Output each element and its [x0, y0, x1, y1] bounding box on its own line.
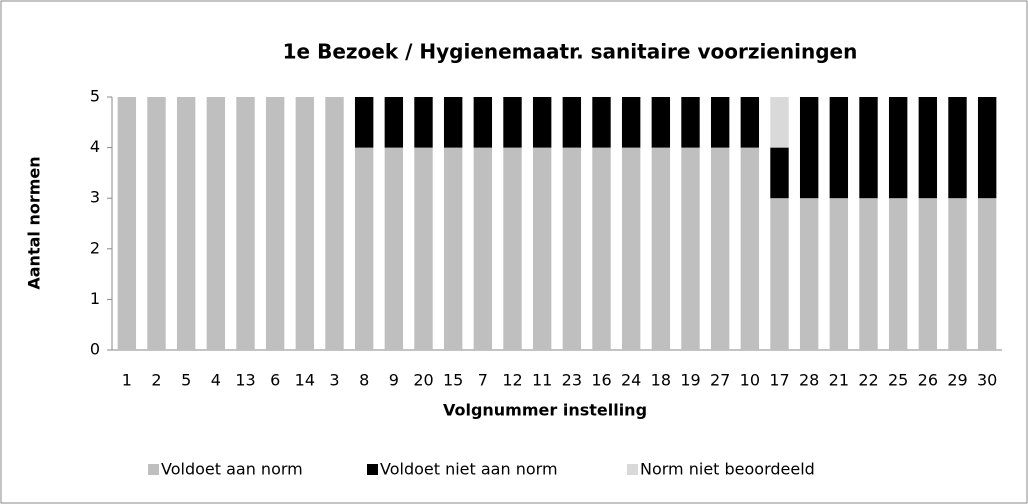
- bar-segment: [918, 198, 938, 350]
- bar-segment: [888, 198, 908, 350]
- bar-segment: [829, 198, 849, 350]
- bar-segment: [651, 97, 671, 148]
- x-tick-label: 5: [181, 371, 191, 390]
- x-tick-label: 11: [532, 371, 552, 390]
- y-tick-label: 0: [90, 340, 100, 359]
- bar-segment: [621, 147, 641, 350]
- bar-segment: [265, 97, 285, 350]
- legend-label: Norm niet beoordeeld: [640, 460, 815, 479]
- bar-segment: [503, 97, 522, 148]
- bar-segment: [532, 97, 552, 148]
- bar-segment: [592, 147, 611, 350]
- bar-segment: [562, 97, 582, 148]
- bar-segment: [532, 147, 552, 350]
- y-tick-label: 1: [90, 289, 100, 308]
- y-tick-label: 3: [90, 188, 100, 207]
- x-tick-label: 27: [710, 371, 730, 390]
- x-tick-label: 12: [502, 371, 522, 390]
- bar-segment: [710, 97, 730, 148]
- bar-segment: [295, 97, 315, 350]
- x-tick-label: 4: [211, 371, 221, 390]
- x-tick-label: 23: [562, 371, 582, 390]
- bar-segment: [859, 198, 878, 350]
- bar-segment: [681, 97, 700, 148]
- bar-segment: [710, 147, 730, 350]
- bar-segment: [117, 97, 137, 350]
- bar-segment: [799, 97, 819, 199]
- bar-segment: [740, 97, 760, 148]
- x-tick-label: 25: [888, 371, 908, 390]
- bar-segment: [829, 97, 849, 199]
- x-tick-label: 7: [478, 371, 488, 390]
- bar-segment: [948, 97, 967, 199]
- bar-segment: [384, 147, 404, 350]
- bar-segment: [770, 147, 789, 199]
- bar-segment: [592, 97, 611, 148]
- legend-label: Voldoet niet aan norm: [380, 460, 558, 479]
- x-tick-label: 29: [947, 371, 967, 390]
- bar-segment: [414, 147, 433, 350]
- bar-segment: [414, 97, 433, 148]
- bar-segment: [770, 97, 789, 148]
- bar-segment: [948, 198, 967, 350]
- bar-segment: [354, 97, 374, 148]
- x-tick-label: 17: [769, 371, 789, 390]
- bar-segment: [651, 147, 671, 350]
- y-axis-title: Aantal normen: [25, 156, 44, 289]
- x-axis-title: Volgnummer instelling: [443, 401, 647, 420]
- bar-segment: [206, 97, 226, 350]
- bar-segment: [176, 97, 196, 350]
- legend-swatch: [627, 464, 638, 475]
- bar-segment: [325, 97, 344, 350]
- bar-segment: [236, 97, 255, 350]
- bar-segment: [681, 147, 700, 350]
- bar-segment: [443, 147, 463, 350]
- bar-segment: [443, 97, 463, 148]
- bar-segment: [918, 97, 938, 199]
- chart-title: 1e Bezoek / Hygienemaatr. sanitaire voor…: [283, 40, 858, 64]
- bar-segment: [977, 198, 997, 350]
- x-tick-label: 6: [270, 371, 280, 390]
- bar-segment: [354, 147, 374, 350]
- y-tick-label: 5: [90, 87, 100, 106]
- x-tick-label: 10: [740, 371, 760, 390]
- x-tick-label: 3: [329, 371, 339, 390]
- y-tick-label: 4: [90, 137, 100, 156]
- bar-segment: [473, 147, 493, 350]
- legend-swatch: [367, 464, 378, 475]
- bar-segment: [888, 97, 908, 199]
- x-tick-label: 28: [799, 371, 819, 390]
- x-tick-label: 30: [977, 371, 997, 390]
- bar-segment: [384, 97, 404, 148]
- x-tick-label: 24: [621, 371, 641, 390]
- x-tick-label: 21: [829, 371, 849, 390]
- x-tick-label: 26: [918, 371, 938, 390]
- x-tick-label: 18: [651, 371, 671, 390]
- y-tick-label: 2: [90, 238, 100, 257]
- x-tick-label: 22: [858, 371, 878, 390]
- bar-segment: [799, 198, 819, 350]
- x-tick-label: 19: [680, 371, 700, 390]
- x-tick-label: 13: [235, 371, 255, 390]
- bar-segment: [147, 97, 166, 350]
- bar-segment: [977, 97, 997, 199]
- x-tick-label: 16: [591, 371, 611, 390]
- x-tick-label: 20: [413, 371, 433, 390]
- bar-segment: [859, 97, 878, 199]
- x-tick-label: 15: [443, 371, 463, 390]
- bar-segment: [562, 147, 582, 350]
- x-tick-label: 9: [389, 371, 399, 390]
- bar-segment: [473, 97, 493, 148]
- bar-segment: [740, 147, 760, 350]
- legend-swatch: [148, 464, 159, 475]
- legend-label: Voldoet aan norm: [161, 460, 303, 479]
- bar-segment: [770, 198, 789, 350]
- x-tick-label: 14: [295, 371, 315, 390]
- x-tick-label: 2: [151, 371, 161, 390]
- x-tick-label: 8: [359, 371, 369, 390]
- x-tick-label: 1: [122, 371, 132, 390]
- bar-segment: [621, 97, 641, 148]
- bar-segment: [503, 147, 522, 350]
